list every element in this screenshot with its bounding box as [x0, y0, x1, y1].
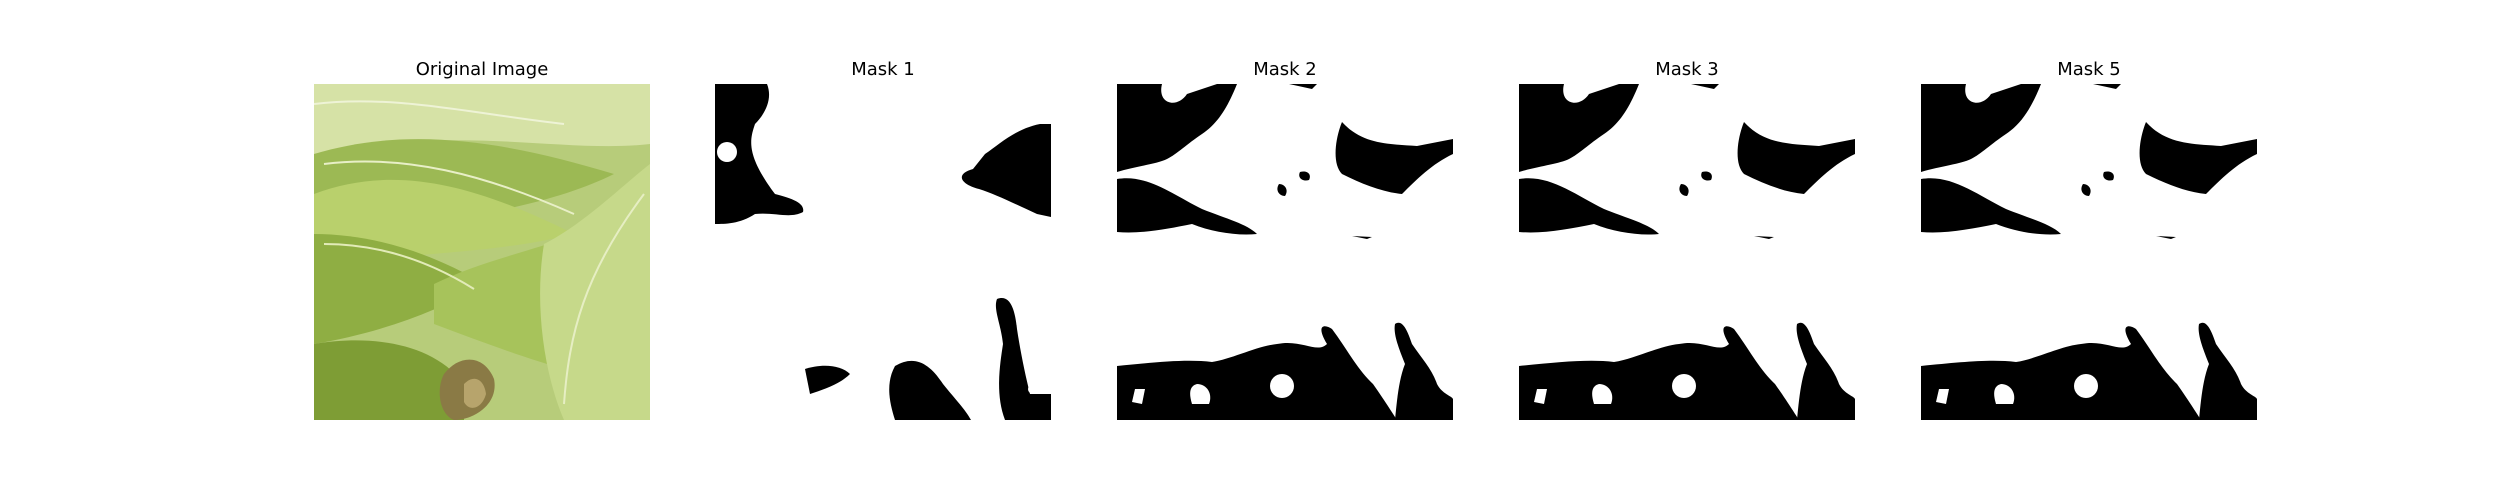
mask-5-image [1921, 84, 2257, 420]
mask-2-shapes [1117, 84, 1453, 420]
panel-title: Mask 2 [1253, 59, 1317, 80]
panel-title: Mask 5 [2057, 59, 2121, 80]
mask-5-shapes [1921, 84, 2257, 420]
mask-1-image [715, 84, 1051, 420]
leaves-illustration [314, 84, 650, 420]
panel-title: Original Image [415, 59, 549, 80]
mask-3-image [1519, 84, 1855, 420]
mask-3-shapes [1519, 84, 1855, 420]
panel-title: Mask 1 [851, 59, 915, 80]
mask-1-shapes [715, 84, 1051, 420]
green-leaves-photo [314, 84, 650, 420]
panel-title: Mask 3 [1655, 59, 1719, 80]
mask-2-image [1117, 84, 1453, 420]
